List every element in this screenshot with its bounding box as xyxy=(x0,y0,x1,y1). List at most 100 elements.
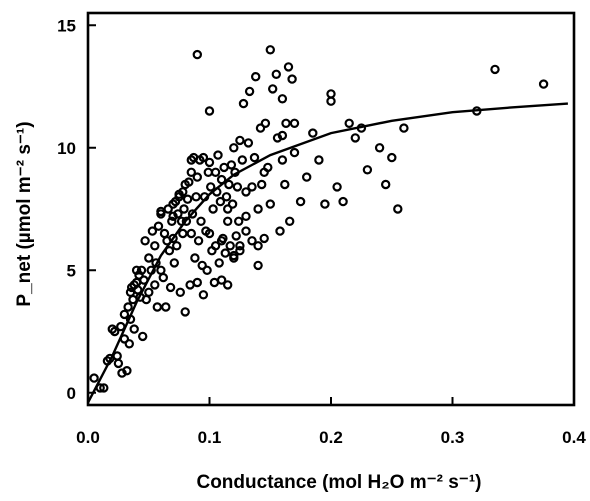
x-tick-label: 0.0 xyxy=(76,428,100,447)
data-point xyxy=(186,167,196,177)
x-tick-label: 0.1 xyxy=(198,428,222,447)
data-point xyxy=(231,231,241,241)
data-point xyxy=(250,71,261,82)
data-point xyxy=(136,265,147,275)
data-point xyxy=(238,98,249,109)
data-point xyxy=(235,241,245,251)
data-point xyxy=(320,199,330,209)
data-point xyxy=(314,155,324,165)
x-tick-label: 0.2 xyxy=(319,428,343,447)
data-point xyxy=(197,260,207,271)
data-point xyxy=(161,302,171,312)
data-point xyxy=(153,221,164,231)
data-point xyxy=(203,167,213,177)
data-point xyxy=(216,275,227,285)
data-point xyxy=(180,307,190,317)
data-point xyxy=(241,226,251,236)
data-point xyxy=(222,204,233,214)
data-point xyxy=(168,233,178,244)
data-point xyxy=(281,118,291,129)
data-point xyxy=(253,241,263,251)
data-point xyxy=(277,130,288,141)
data-point xyxy=(215,196,226,207)
data-point xyxy=(210,167,221,177)
data-point xyxy=(198,290,209,300)
data-point xyxy=(224,179,234,190)
data-point xyxy=(122,366,132,376)
data-point xyxy=(186,228,196,239)
x-axis-title: Conductance (mol H₂O m⁻² s⁻¹) xyxy=(196,472,481,493)
data-point xyxy=(210,241,221,251)
data-point xyxy=(113,358,124,369)
data-point xyxy=(119,309,130,320)
data-point xyxy=(192,49,202,60)
data-point xyxy=(187,209,198,219)
data-point xyxy=(332,182,342,192)
data-point xyxy=(235,245,245,256)
data-point xyxy=(144,253,154,263)
data-point xyxy=(89,373,99,383)
data-point xyxy=(167,216,177,226)
data-point xyxy=(490,64,500,75)
x-tick-label: 0.3 xyxy=(441,428,465,447)
data-point xyxy=(129,324,139,334)
data-point xyxy=(338,196,348,207)
data-point xyxy=(265,45,275,55)
data-point xyxy=(283,62,294,72)
data-point xyxy=(229,143,239,153)
data-point xyxy=(243,138,254,148)
data-point xyxy=(178,228,188,239)
data-point xyxy=(158,272,168,283)
data-point xyxy=(289,147,300,158)
fit-curve xyxy=(86,102,568,404)
data-point xyxy=(204,228,215,239)
data-point xyxy=(247,236,257,246)
data-point xyxy=(374,143,385,153)
data-point xyxy=(235,135,245,146)
data-point xyxy=(350,133,360,143)
data-point xyxy=(249,152,260,163)
data-point xyxy=(150,241,160,251)
data-point xyxy=(344,118,354,129)
data-point xyxy=(265,199,275,209)
data-point xyxy=(140,236,150,246)
data-point xyxy=(326,89,336,99)
data-points xyxy=(89,45,549,393)
data-point xyxy=(260,118,271,129)
data-point xyxy=(393,204,403,214)
data-point xyxy=(204,157,215,168)
data-point xyxy=(259,167,269,177)
y-tick-label: 5 xyxy=(67,261,76,280)
data-point xyxy=(221,192,232,202)
plot-frame xyxy=(86,11,576,407)
data-point xyxy=(181,216,192,226)
data-point xyxy=(159,228,170,239)
data-point xyxy=(123,302,133,312)
data-point xyxy=(241,187,251,197)
y-axis-title: P_net (µmol m⁻² s⁻¹) xyxy=(14,121,35,306)
data-point xyxy=(208,204,218,214)
data-point xyxy=(192,172,202,182)
data-point xyxy=(241,211,251,221)
data-point xyxy=(538,79,549,89)
data-point xyxy=(204,106,215,116)
data-point xyxy=(289,118,300,129)
data-point xyxy=(308,128,318,138)
data-point xyxy=(156,265,166,275)
data-point xyxy=(214,258,224,268)
data-point xyxy=(222,216,233,226)
data-point xyxy=(147,226,158,236)
data-point xyxy=(165,282,176,293)
data-point xyxy=(277,155,288,165)
data-point xyxy=(191,192,201,202)
data-point xyxy=(219,162,229,173)
y-axis-ticks: 0 5 10 15 xyxy=(57,16,96,403)
data-point xyxy=(381,179,391,190)
data-point xyxy=(229,253,239,263)
data-point xyxy=(225,241,235,251)
y-tick-label: 0 xyxy=(67,384,76,403)
data-point xyxy=(179,204,189,214)
data-point xyxy=(237,155,247,165)
data-point xyxy=(168,211,178,221)
y-tick-label: 15 xyxy=(57,16,76,35)
